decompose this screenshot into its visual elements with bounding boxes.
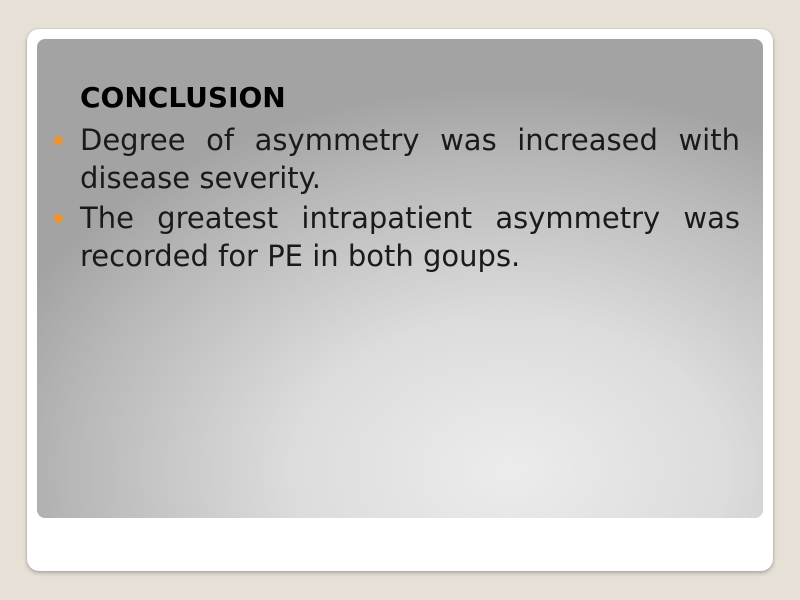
bullet-dot-icon	[54, 214, 63, 223]
slide-content: CONCLUSION Degree of asymmetry was incre…	[37, 39, 763, 518]
bullet-item: Degree of asymmetry was increased with d…	[54, 121, 740, 197]
slide-card: CONCLUSION Degree of asymmetry was incre…	[27, 29, 773, 571]
bullet-dot-icon	[54, 136, 63, 145]
bullet-text: The greatest intrapatient asymmetry was …	[80, 201, 740, 273]
bullet-item: The greatest intrapatient asymmetry was …	[54, 199, 740, 275]
bullet-text: Degree of asymmetry was increased with d…	[80, 123, 740, 195]
bullet-list: Degree of asymmetry was increased with d…	[54, 121, 740, 277]
slide-title: CONCLUSION	[80, 81, 286, 114]
